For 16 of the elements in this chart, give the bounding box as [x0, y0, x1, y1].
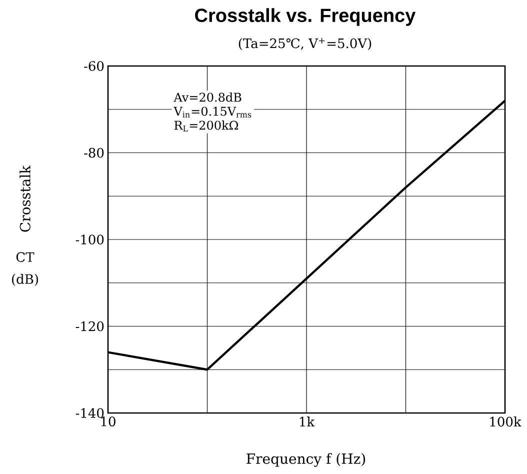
- text: CT (dB): [12, 252, 38, 286]
- chart-subtitle: (Ta=25℃, V$^{+}$=5.0V): [238, 38, 372, 50]
- chart-title: Crosstalk vs. Frequency: [195, 8, 416, 26]
- x-tick-label: 1k: [300, 416, 315, 426]
- y-tick-label: -140: [76, 408, 104, 418]
- annotation: V$_{in}$=0.15V$_{rms}$: [174, 106, 252, 118]
- x-tick-label: 10: [101, 416, 116, 426]
- y-tick-label: -100: [76, 234, 104, 244]
- x-axis-title: Frequency f (Hz): [246, 453, 366, 467]
- y-tick-label: -80: [84, 148, 104, 158]
- annotation: R$_{L}$=200kΩ: [174, 120, 238, 132]
- x-tick-label: 100k: [490, 416, 522, 427]
- annotation: Av=20.8dB: [174, 92, 242, 102]
- y-axis-title: Crosstalk: [20, 165, 30, 232]
- y-tick-label: -60: [84, 61, 104, 71]
- y-tick-label: -120: [76, 321, 104, 332]
